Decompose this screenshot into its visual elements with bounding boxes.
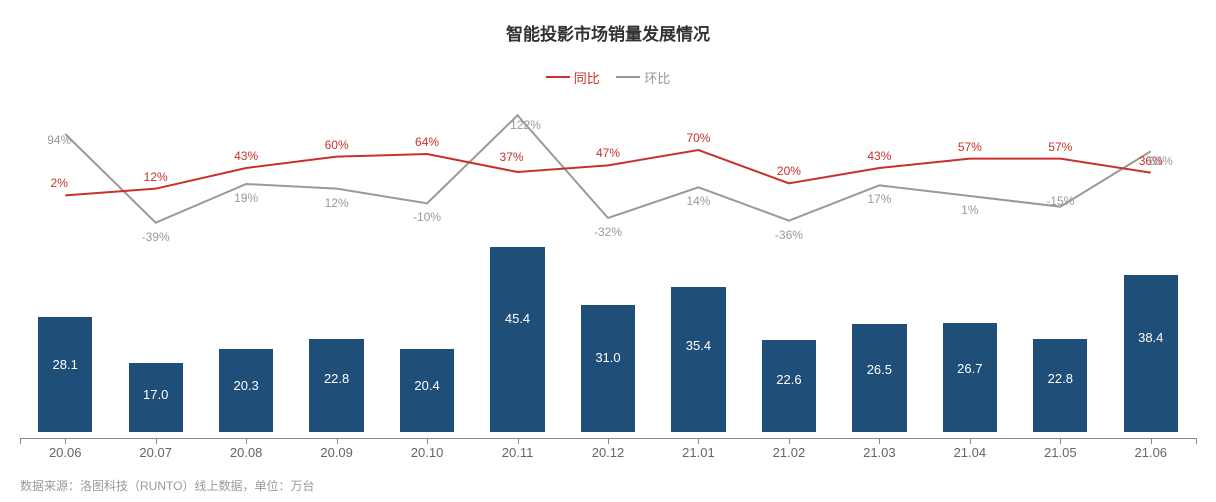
bar-value-label: 20.3 bbox=[233, 378, 258, 393]
bar: 26.5 bbox=[852, 324, 906, 432]
x-tick-mark bbox=[1196, 438, 1197, 444]
chart-container: 智能投影市场销量发展情况 同比 环比 2% 12% 43% 60% 64% 37% 47% 7… bbox=[0, 0, 1216, 502]
yoy-label: 64% bbox=[415, 135, 439, 149]
legend: 同比 环比 bbox=[0, 65, 1216, 87]
x-tick-mark bbox=[518, 438, 519, 444]
chart-title: 智能投影市场销量发展情况 bbox=[0, 0, 1216, 45]
yoy-label: 57% bbox=[1048, 140, 1072, 154]
x-tick-mark bbox=[1151, 438, 1152, 444]
yoy-label: 43% bbox=[867, 149, 891, 163]
bar: 26.7 bbox=[943, 323, 997, 432]
x-tick-label: 21.05 bbox=[1044, 445, 1077, 460]
bar-value-label: 22.6 bbox=[776, 372, 801, 387]
mom-label: -32% bbox=[594, 225, 622, 239]
bar-value-label: 22.8 bbox=[324, 371, 349, 386]
mom-label: 68% bbox=[1149, 154, 1173, 168]
plot-area: 2%12%43%60%64%37%47%70%20%43%57%57%36%94… bbox=[20, 110, 1196, 432]
bar: 38.4 bbox=[1124, 275, 1178, 432]
x-tick-label: 20.09 bbox=[320, 445, 353, 460]
mom-label: 12% bbox=[325, 196, 349, 210]
bar: 28.1 bbox=[38, 317, 92, 432]
x-tick-mark bbox=[65, 438, 66, 444]
mom-label: 14% bbox=[686, 194, 710, 208]
legend-swatch-mom bbox=[616, 76, 640, 78]
x-tick-label: 21.01 bbox=[682, 445, 715, 460]
x-tick-label: 20.06 bbox=[49, 445, 82, 460]
bar-value-label: 26.5 bbox=[867, 362, 892, 377]
x-tick-mark bbox=[20, 438, 21, 444]
x-tick-label: 21.04 bbox=[954, 445, 987, 460]
bar-value-label: 28.1 bbox=[53, 357, 78, 372]
yoy-label: 47% bbox=[596, 146, 620, 160]
bar: 45.4 bbox=[490, 247, 544, 432]
yoy-label: 70% bbox=[686, 131, 710, 145]
bar-value-label: 45.4 bbox=[505, 311, 530, 326]
yoy-label: 57% bbox=[958, 140, 982, 154]
x-tick-mark bbox=[608, 438, 609, 444]
x-tick-mark bbox=[156, 438, 157, 444]
x-tick-label: 20.12 bbox=[592, 445, 625, 460]
bar: 35.4 bbox=[671, 287, 725, 432]
bar-value-label: 38.4 bbox=[1138, 330, 1163, 345]
x-tick-label: 20.07 bbox=[139, 445, 172, 460]
bar-value-label: 26.7 bbox=[957, 361, 982, 376]
mom-label: -10% bbox=[413, 210, 441, 224]
bar-value-label: 17.0 bbox=[143, 387, 168, 402]
legend-item-mom: 环比 bbox=[616, 68, 670, 87]
legend-label-yoy: 同比 bbox=[574, 68, 600, 87]
x-axis: 20.06 20.07 20.08 20.09 20.10 20.11 20.12 21.01… bbox=[20, 438, 1196, 462]
yoy-label: 20% bbox=[777, 164, 801, 178]
yoy-label: 2% bbox=[51, 176, 68, 190]
x-tick-mark bbox=[427, 438, 428, 444]
legend-swatch-yoy bbox=[546, 76, 570, 78]
bar: 22.8 bbox=[1033, 339, 1087, 432]
x-tick-label: 21.06 bbox=[1134, 445, 1167, 460]
yoy-label: 43% bbox=[234, 149, 258, 163]
bar-value-label: 20.4 bbox=[414, 378, 439, 393]
x-tick-mark bbox=[970, 438, 971, 444]
x-tick-label: 20.08 bbox=[230, 445, 263, 460]
bar-area: 28.1 17.0 20.3 22.8 20.4 45.4 31.0 35.4 22.6 26.5… bbox=[20, 240, 1196, 432]
x-tick-mark bbox=[246, 438, 247, 444]
x-tick-label: 20.10 bbox=[411, 445, 444, 460]
x-tick-mark bbox=[698, 438, 699, 444]
yoy-label: 60% bbox=[325, 138, 349, 152]
yoy-label: 12% bbox=[144, 170, 168, 184]
mom-label: 94% bbox=[47, 133, 71, 147]
bar: 22.6 bbox=[762, 340, 816, 432]
mom-label: 1% bbox=[961, 203, 978, 217]
bar-value-label: 31.0 bbox=[595, 350, 620, 365]
x-tick-mark bbox=[337, 438, 338, 444]
mom-label: -15% bbox=[1046, 194, 1074, 208]
x-tick-label: 21.03 bbox=[863, 445, 896, 460]
x-tick-mark bbox=[789, 438, 790, 444]
mom-label: 19% bbox=[234, 191, 258, 205]
x-tick-label: 21.02 bbox=[773, 445, 806, 460]
mom-label: 122% bbox=[510, 118, 541, 132]
x-tick-mark bbox=[879, 438, 880, 444]
bar: 31.0 bbox=[581, 305, 635, 432]
x-tick-mark bbox=[1060, 438, 1061, 444]
bar: 17.0 bbox=[129, 363, 183, 432]
bar: 20.4 bbox=[400, 349, 454, 432]
series-line bbox=[65, 115, 1151, 222]
legend-label-mom: 环比 bbox=[644, 68, 670, 87]
line-area: 2%12%43%60%64%37%47%70%20%43%57%57%36%94… bbox=[20, 110, 1196, 230]
bar-value-label: 35.4 bbox=[686, 338, 711, 353]
yoy-label: 37% bbox=[500, 150, 524, 164]
x-tick-label: 20.11 bbox=[502, 445, 534, 460]
bar-value-label: 22.8 bbox=[1048, 371, 1073, 386]
bar: 20.3 bbox=[219, 349, 273, 432]
mom-label: 17% bbox=[867, 192, 891, 206]
bar: 22.8 bbox=[309, 339, 363, 432]
legend-item-yoy: 同比 bbox=[546, 68, 600, 87]
lines-svg bbox=[20, 110, 1196, 230]
source-text: 数据来源：洛图科技（RUNTO）线上数据，单位：万台 bbox=[20, 477, 314, 494]
